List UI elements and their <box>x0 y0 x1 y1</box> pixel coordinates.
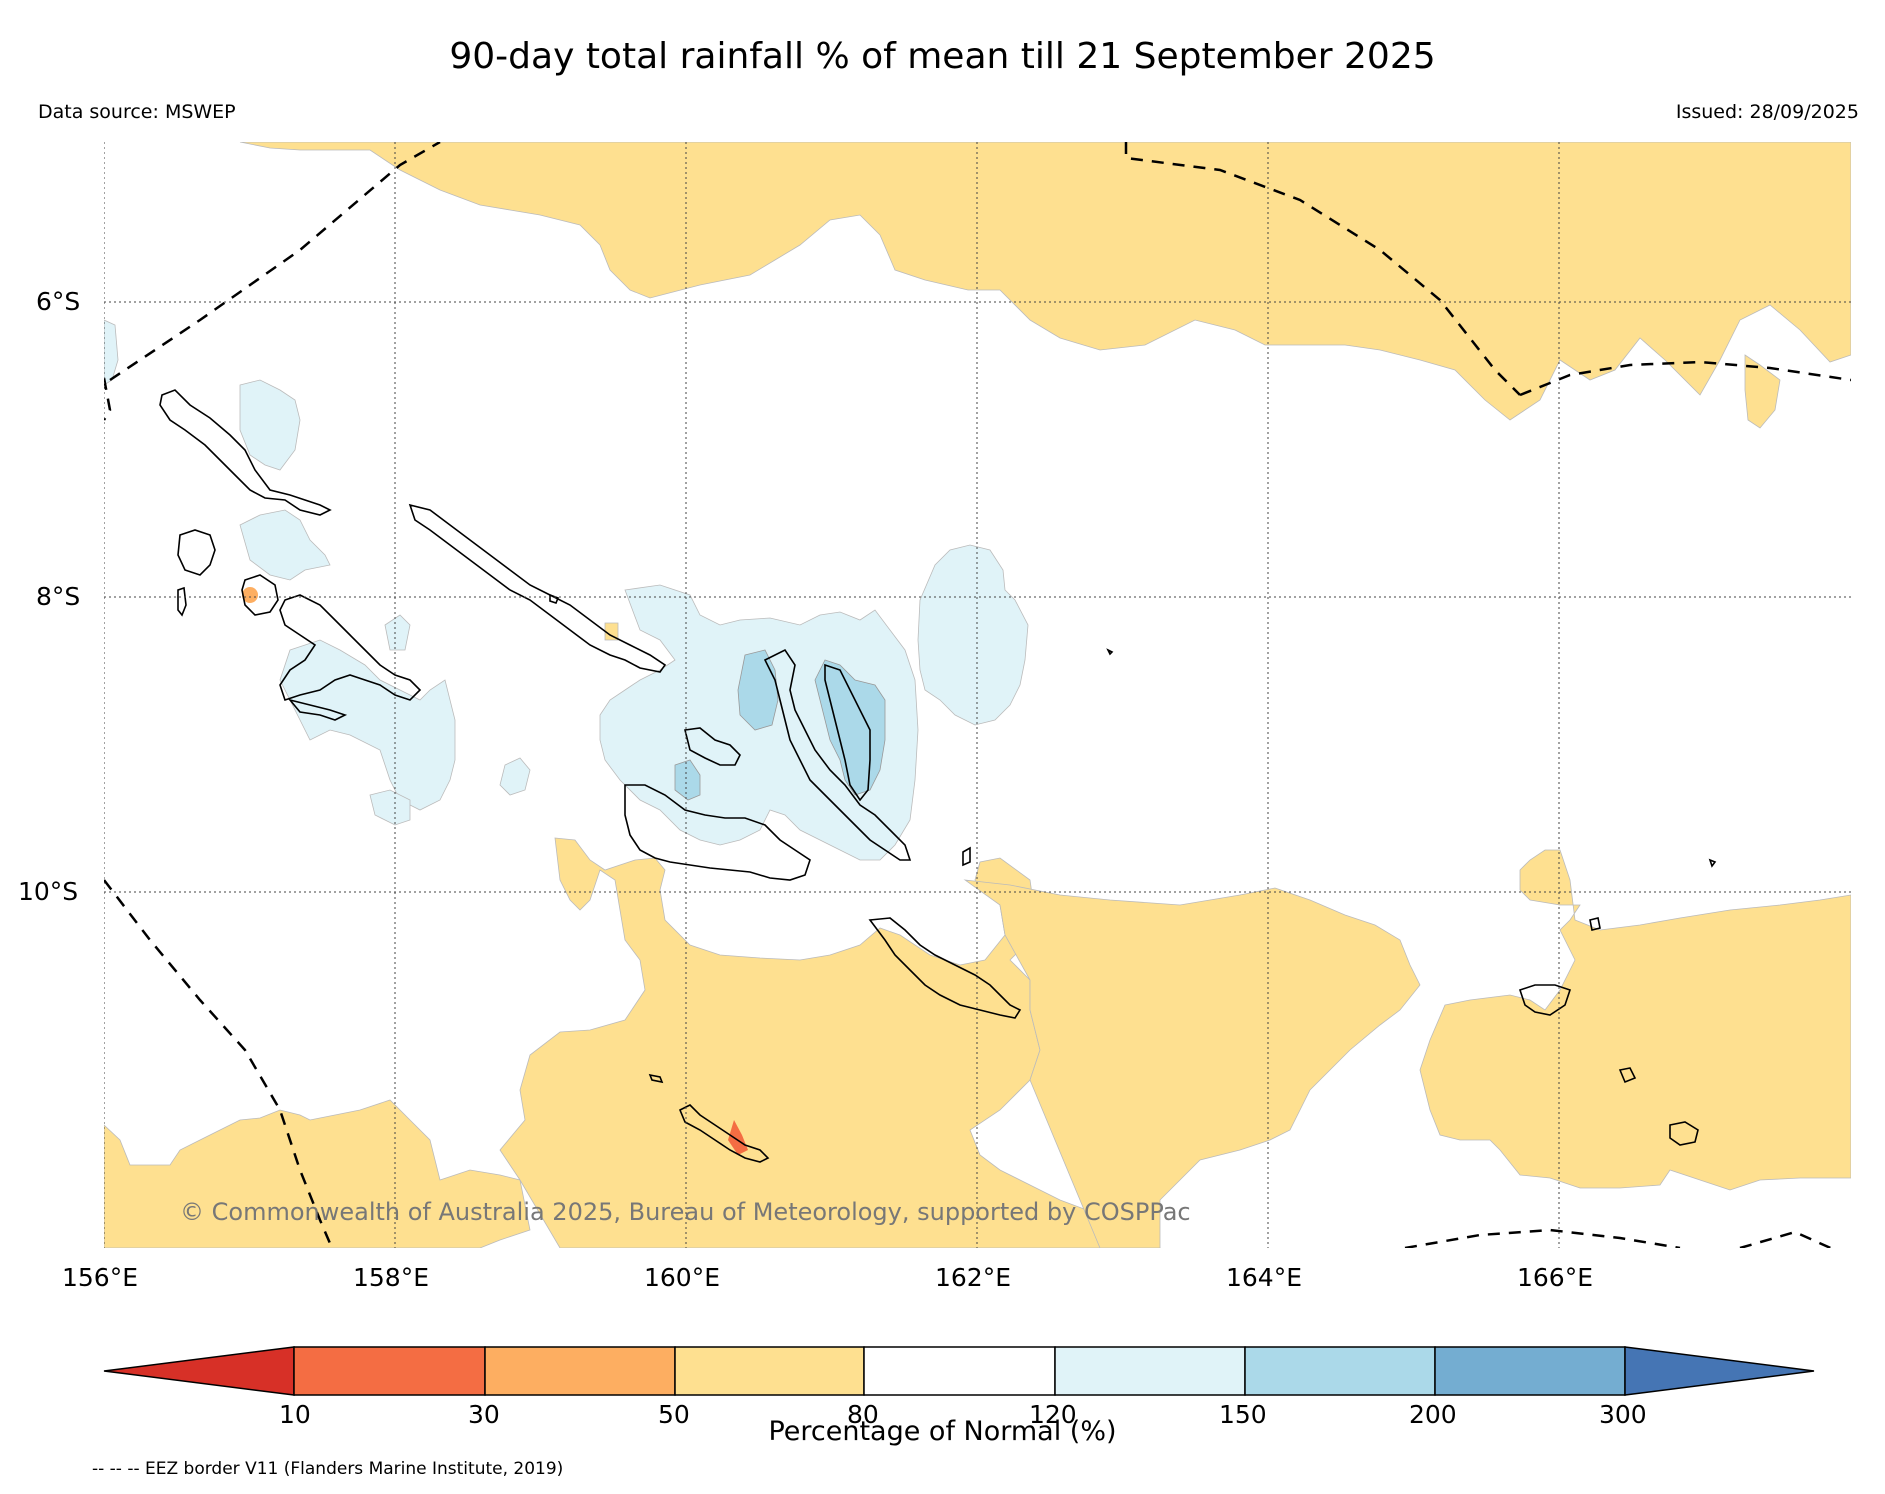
colorbar-segment-30-50 <box>484 1346 676 1396</box>
data-source-label: Data source: MSWEP <box>38 101 236 123</box>
dry-region-north <box>239 142 1851 421</box>
colorbar-tick-label: 30 <box>468 1400 500 1429</box>
colorbar-tick-label: 120 <box>1029 1400 1077 1429</box>
lon-label-166e: 166°E <box>1517 1263 1594 1292</box>
eez-border-southeast <box>1404 1228 1681 1248</box>
very-dry-spot <box>728 1120 748 1155</box>
island-malaita-north <box>824 663 871 802</box>
colorbar-segment-80-120 <box>863 1346 1056 1396</box>
island-ulawa <box>962 846 971 867</box>
dry-region-south <box>104 1099 531 1248</box>
wetter-region <box>674 759 701 801</box>
wet-region <box>104 319 119 386</box>
colorbar-segment-120-150 <box>1054 1346 1246 1396</box>
island-makira <box>868 917 1022 1019</box>
lon-label-156e: 156°E <box>62 1263 139 1292</box>
dry-blob <box>604 622 619 641</box>
eez-border-southwest <box>104 879 334 1248</box>
eez-border-northeast <box>1519 360 1851 397</box>
colorbar-title: Percentage of Normal (%) <box>768 1416 1117 1447</box>
wet-region <box>499 757 531 796</box>
island-tiny <box>1106 648 1114 656</box>
island-nendo <box>1518 984 1572 1016</box>
wet-region <box>239 509 331 581</box>
wet-region <box>369 789 411 826</box>
island-rendova <box>287 698 348 721</box>
island-nggela <box>684 727 741 766</box>
eez-border-west <box>104 377 112 421</box>
colorbar-tick-label: 200 <box>1409 1400 1457 1429</box>
lon-label-160e: 160°E <box>644 1263 721 1292</box>
lat-label-8s: 8°S <box>36 582 81 611</box>
colorbar-segment-above-300 <box>1624 1346 1815 1396</box>
map-title: 90-day total rainfall % of mean till 21 … <box>449 36 1436 77</box>
wetter-region <box>814 659 886 796</box>
island-santa-isabel <box>408 503 667 673</box>
wet-region <box>917 544 1029 726</box>
colorbar-segment-50-80 <box>674 1346 865 1396</box>
lon-label-162e: 162°E <box>935 1263 1012 1292</box>
colorbar-tick-label: 300 <box>1599 1400 1647 1429</box>
eez-border-southeast-2 <box>1739 1230 1834 1248</box>
island-vanikoro <box>1669 1121 1699 1146</box>
island-small-west <box>177 586 187 617</box>
dry-region-north-lobe <box>1744 354 1781 429</box>
lon-label-158e: 158°E <box>353 1263 430 1292</box>
lon-label-164e: 164°E <box>1226 1263 1303 1292</box>
island-choiseul <box>159 389 332 516</box>
dry-blob <box>242 587 258 603</box>
island-bellona <box>648 1073 664 1084</box>
wet-region <box>279 639 456 811</box>
island-reef <box>1589 917 1601 931</box>
colorbar <box>103 1346 1815 1396</box>
colorbar-tick-label: 150 <box>1219 1400 1267 1429</box>
wetter-region <box>737 649 779 731</box>
island-guadalcanal <box>624 784 811 881</box>
eez-borders <box>104 142 1851 1248</box>
coastlines <box>159 389 1717 1163</box>
issued-date-label: Issued: 28/09/2025 <box>1675 101 1859 123</box>
colorbar-segment-10-30 <box>293 1346 486 1396</box>
eez-border-north <box>1124 142 1521 396</box>
island-new-georgia <box>279 594 422 702</box>
colorbar-segment-below-10 <box>103 1346 295 1396</box>
dry-region-far-east <box>1419 849 1851 1191</box>
lat-label-6s: 6°S <box>36 287 81 316</box>
colorbar-tick-label: 10 <box>279 1400 311 1429</box>
island-utupua <box>1618 1067 1637 1084</box>
eez-legend-note: -- -- -- EEZ border V11 (Flanders Marine… <box>92 1459 564 1479</box>
island-kolombangara <box>241 574 279 616</box>
island-malaita <box>763 648 912 861</box>
island-vella-lavella <box>177 529 216 576</box>
dry-region-south-east <box>963 879 1421 1248</box>
colorbar-tick-label: 80 <box>847 1400 879 1429</box>
island-duff <box>1708 858 1717 868</box>
copyright-credit: © Commonwealth of Australia 2025, Bureau… <box>180 1198 1191 1226</box>
eez-border-northwest <box>109 142 441 382</box>
island-rennell <box>678 1104 770 1163</box>
colorbar-segment-200-300 <box>1434 1346 1626 1396</box>
lat-label-10s: 10°S <box>18 877 79 906</box>
colorbar-tick-label: 50 <box>658 1400 690 1429</box>
wet-region <box>239 379 301 471</box>
graticule <box>104 142 1851 1248</box>
wet-region <box>384 614 411 651</box>
colorbar-segment-150-200 <box>1244 1346 1436 1396</box>
